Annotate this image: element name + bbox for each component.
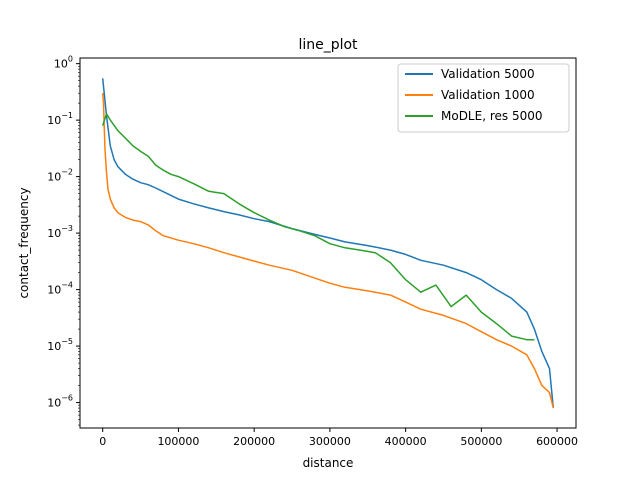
y-tick-label: 10−4 <box>47 281 73 297</box>
y-tick-label: 10−5 <box>47 337 73 353</box>
plot-frame <box>79 57 577 429</box>
x-axis-ticks: 0 100000 200000 300000 400000 500000 600000 <box>99 428 578 448</box>
y-tick-label: 10−2 <box>47 168 73 184</box>
y-tick-label: 10−6 <box>47 394 73 410</box>
x-tick-label: 600000 <box>536 435 578 448</box>
legend-label: Validation 5000 <box>441 67 535 81</box>
legend-label: MoDLE, res 5000 <box>441 109 543 123</box>
x-tick-label: 500000 <box>460 435 502 448</box>
series-line-2 <box>101 93 555 409</box>
series-line-3 <box>101 112 535 341</box>
x-tick-label: 0 <box>99 435 106 448</box>
legend-frame <box>397 63 570 133</box>
y-tick-label: 10−3 <box>47 224 73 240</box>
y-tick-label: 10−1 <box>47 111 73 127</box>
x-tick-label: 100000 <box>157 435 199 448</box>
x-tick-label: 200000 <box>233 435 275 448</box>
legend-label: Validation 1000 <box>441 88 535 102</box>
x-axis-label: distance <box>303 456 354 470</box>
series-lines <box>101 78 555 409</box>
legend: Validation 5000 Validation 1000 MoDLE, res… <box>397 63 570 133</box>
y-tick-label: 100 <box>54 55 73 71</box>
y-axis-ticks: 10−6 10−5 10−4 10−3 10−2 10−1 100 <box>47 55 80 426</box>
x-tick-label: 300000 <box>309 435 351 448</box>
y-axis-label: contact_frequency <box>17 187 31 298</box>
x-tick-label: 400000 <box>385 435 427 448</box>
chart-title: line_plot <box>298 37 358 53</box>
